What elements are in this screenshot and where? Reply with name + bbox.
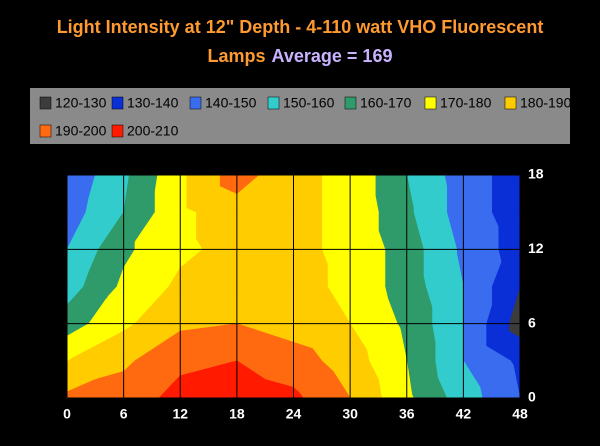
legend-swatch — [424, 96, 437, 110]
x-tick-label: 42 — [456, 406, 472, 422]
x-tick-label: 12 — [172, 406, 188, 422]
legend-label: 200-210 — [127, 123, 179, 139]
y-tick-label: 0 — [528, 389, 536, 405]
x-tick-label: 18 — [229, 406, 245, 422]
legend-label: 170-180 — [440, 95, 492, 111]
legend-swatch — [111, 96, 124, 110]
legend-label: 190-200 — [55, 123, 107, 139]
legend-label: 120-130 — [55, 95, 107, 111]
chart-subtitle: Average = 169 — [272, 46, 393, 66]
x-tick-label: 48 — [512, 406, 528, 422]
x-tick-label: 6 — [120, 406, 128, 422]
legend-swatch — [39, 96, 52, 110]
chart-title-line: Lamps Average = 169 — [208, 46, 393, 66]
legend-swatch — [39, 124, 52, 138]
legend-label: 130-140 — [127, 95, 179, 111]
legend-label: 180-190 — [520, 95, 572, 111]
y-tick-label: 6 — [528, 314, 536, 330]
contour-region — [179, 174, 188, 213]
x-tick-label: 36 — [399, 406, 415, 422]
y-tick-label: 18 — [528, 166, 544, 182]
chart-title: Lamps — [208, 46, 266, 66]
y-tick-label: 12 — [528, 240, 544, 256]
x-tick-label: 0 — [63, 406, 71, 422]
legend-swatch — [344, 96, 357, 110]
legend-swatch — [189, 96, 202, 110]
x-tick-label: 30 — [342, 406, 358, 422]
chart-title: Light Intensity at 12" Depth - 4-110 wat… — [57, 17, 544, 37]
legend-label: 150-160 — [283, 95, 335, 111]
legend-label: 160-170 — [360, 95, 412, 111]
legend-swatch — [111, 124, 124, 138]
legend-swatch — [267, 96, 280, 110]
legend-label: 140-150 — [205, 95, 257, 111]
x-tick-label: 24 — [286, 406, 302, 422]
legend-swatch — [504, 96, 517, 110]
